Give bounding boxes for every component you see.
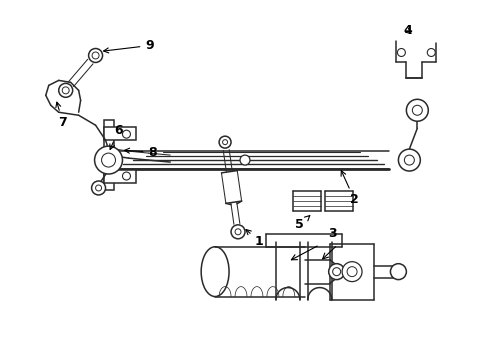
Polygon shape <box>103 120 114 190</box>
Circle shape <box>231 225 245 239</box>
Text: 4: 4 <box>403 24 412 37</box>
Text: 3: 3 <box>328 227 337 240</box>
Circle shape <box>222 140 227 145</box>
Circle shape <box>406 99 428 121</box>
Text: 1: 1 <box>246 230 264 248</box>
Text: 7: 7 <box>56 102 67 129</box>
Circle shape <box>391 264 406 280</box>
Circle shape <box>95 146 122 174</box>
Circle shape <box>397 49 405 57</box>
Text: 2: 2 <box>341 171 359 206</box>
Circle shape <box>96 185 101 191</box>
Circle shape <box>333 268 341 276</box>
Circle shape <box>427 49 435 57</box>
Polygon shape <box>103 127 136 140</box>
Circle shape <box>413 105 422 115</box>
Text: 9: 9 <box>103 39 154 53</box>
Circle shape <box>235 229 241 235</box>
Polygon shape <box>103 170 136 183</box>
Text: 6: 6 <box>110 124 123 149</box>
Circle shape <box>329 264 344 280</box>
Circle shape <box>219 136 231 148</box>
Circle shape <box>122 130 130 138</box>
Text: 5: 5 <box>295 216 310 231</box>
Circle shape <box>92 181 105 195</box>
Circle shape <box>62 87 69 94</box>
Circle shape <box>101 153 116 167</box>
Circle shape <box>89 49 102 62</box>
Circle shape <box>59 84 73 97</box>
Circle shape <box>404 155 415 165</box>
Circle shape <box>398 149 420 171</box>
Circle shape <box>240 155 250 165</box>
Circle shape <box>347 267 357 276</box>
Circle shape <box>342 262 362 282</box>
Text: 8: 8 <box>124 145 157 159</box>
Ellipse shape <box>201 247 229 297</box>
Circle shape <box>92 52 99 59</box>
Circle shape <box>122 172 130 180</box>
